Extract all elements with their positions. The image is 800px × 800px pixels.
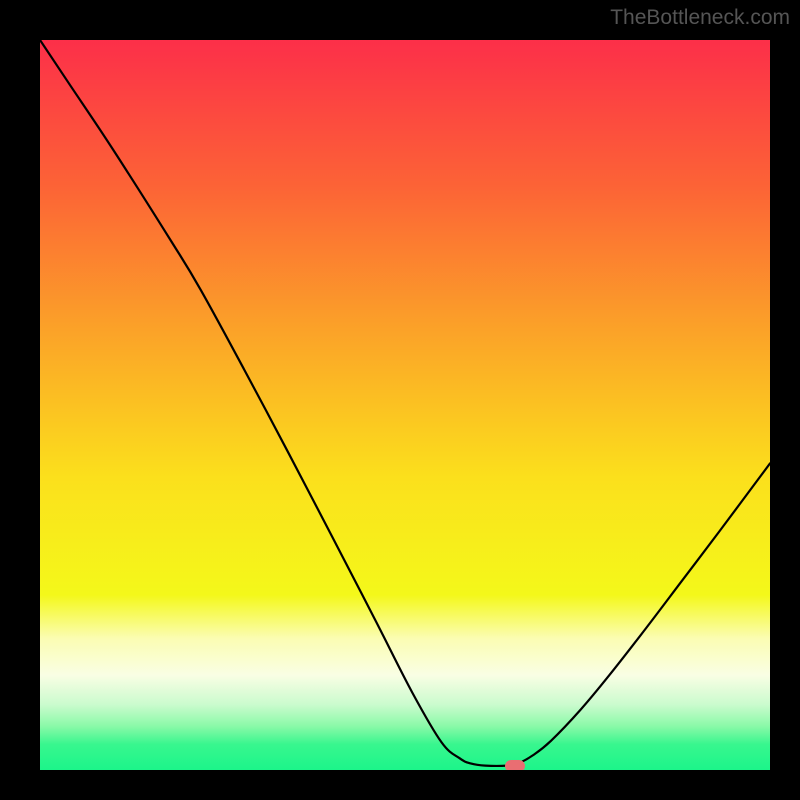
frame-right — [770, 0, 800, 800]
gradient-background — [40, 40, 770, 770]
chart-root: TheBottleneck.com — [0, 0, 800, 800]
frame-left — [0, 0, 40, 800]
plot-svg — [40, 40, 770, 770]
frame-bottom — [0, 770, 800, 800]
watermark-text: TheBottleneck.com — [610, 6, 790, 30]
plot-area — [40, 40, 770, 770]
